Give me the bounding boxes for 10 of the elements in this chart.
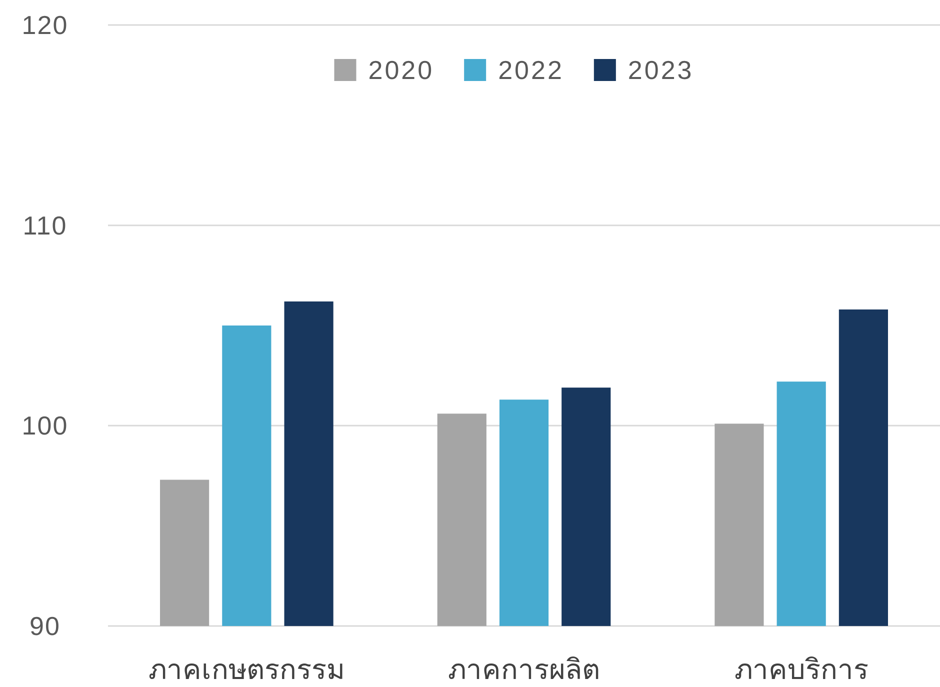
y-tick-label: 100 <box>22 410 68 441</box>
x-tick-label: ภาคการผลิต <box>448 654 600 685</box>
legend-label: 2023 <box>628 55 694 85</box>
legend-label: 2020 <box>368 55 434 85</box>
y-tick-label: 110 <box>22 210 68 240</box>
y-tick-label: 120 <box>22 10 68 40</box>
y-tick-label: 90 <box>30 611 60 641</box>
x-tick-label: ภาคบริการ <box>734 654 868 685</box>
legend-label: 2022 <box>498 55 564 85</box>
x-tick-label: ภาคเกษตรกรรม <box>148 654 345 685</box>
